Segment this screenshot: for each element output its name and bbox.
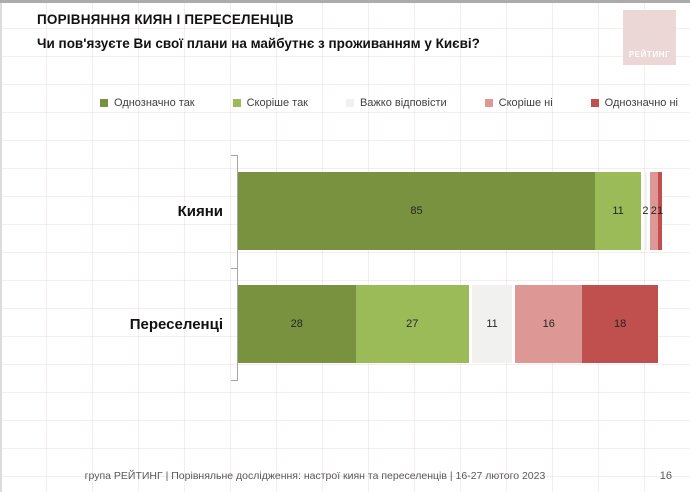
bar-segment: 18 (582, 285, 658, 363)
window-border-top (0, 0, 690, 3)
legend-item-label: Скоріше ні (498, 97, 553, 109)
rating-logo-text: РЕЙТИНГ (628, 50, 671, 59)
legend-swatch (232, 99, 241, 107)
bar-segment-value: 18 (614, 318, 627, 330)
legend-item: Скоріше так (232, 97, 308, 109)
bar-segment: 28 (238, 285, 356, 363)
bar-segment-value: 16 (542, 318, 555, 330)
chart-row: Кияни 85 11 2 2 1 (0, 155, 690, 268)
stacked-bar-chart: Кияни 85 11 2 2 1 Переселенці 28 27 11 16 18 (0, 155, 690, 381)
bar-segment: 16 (515, 285, 583, 363)
bar-segment-value: 11 (612, 205, 624, 217)
bar-segment-value: 85 (410, 205, 423, 217)
bar-segment: 2 (649, 172, 658, 250)
slide-header: ПОРІВНЯННЯ КИЯН І ПЕРЕСЕЛЕНЦІВ Чи пов'яз… (37, 12, 607, 51)
legend-item-label: Важко відповісти (359, 97, 447, 109)
footer-caption: група РЕЙТИНГ | Порівняльне дослідження:… (84, 470, 546, 482)
bar-segment: 11 (595, 172, 642, 250)
bar-segment: 1 (657, 172, 664, 250)
axis-tick (231, 155, 237, 156)
bar-segment-value: 11 (486, 318, 498, 330)
legend-swatch (345, 99, 354, 107)
legend-swatch (484, 99, 493, 107)
chart-legend: Однозначно так Скоріше так Важко відповіст… (100, 97, 678, 109)
window-border-left (0, 3, 2, 492)
rating-logo: РЕЙТИНГ (623, 10, 676, 65)
category-axis-line (237, 155, 238, 381)
axis-tick (231, 380, 237, 381)
stacked-bar: 28 27 11 16 18 (238, 285, 658, 363)
bar-segment: 11 (468, 285, 516, 363)
legend-item: Однозначно так (100, 97, 195, 109)
legend-swatch (590, 99, 599, 107)
legend-item: Однозначно ні (590, 97, 678, 109)
legend-swatch (100, 99, 108, 107)
bar-segment: 27 (355, 285, 469, 363)
legend-item: Важко відповісти (345, 97, 447, 109)
page-number: 16 (659, 470, 672, 482)
bar-segment: 2 (641, 172, 650, 250)
category-label: Переселенці (129, 316, 223, 333)
axis-tick (231, 268, 237, 269)
category-label: Кияни (177, 203, 223, 220)
bar-segment: 85 (238, 172, 595, 250)
bar-segment-value: 27 (406, 318, 419, 330)
stacked-bar: 85 11 2 2 1 (238, 172, 664, 250)
bar-segment-value: 1 (657, 205, 664, 217)
legend-item: Скоріше ні (484, 97, 553, 109)
page-title: ПОРІВНЯННЯ КИЯН І ПЕРЕСЕЛЕНЦІВ (37, 12, 294, 27)
bar-segment-value: 2 (642, 205, 649, 217)
legend-item-label: Однозначно так (114, 97, 195, 109)
page-subtitle: Чи пов'язуєте Ви свої плани на майбутнє … (37, 36, 480, 51)
legend-item-label: Однозначно ні (604, 97, 678, 109)
bar-segment-value: 28 (290, 318, 303, 330)
chart-row: Переселенці 28 27 11 16 18 (0, 268, 690, 381)
bar-segment-value: 2 (650, 205, 657, 217)
legend-item-label: Скоріше так (246, 97, 308, 109)
